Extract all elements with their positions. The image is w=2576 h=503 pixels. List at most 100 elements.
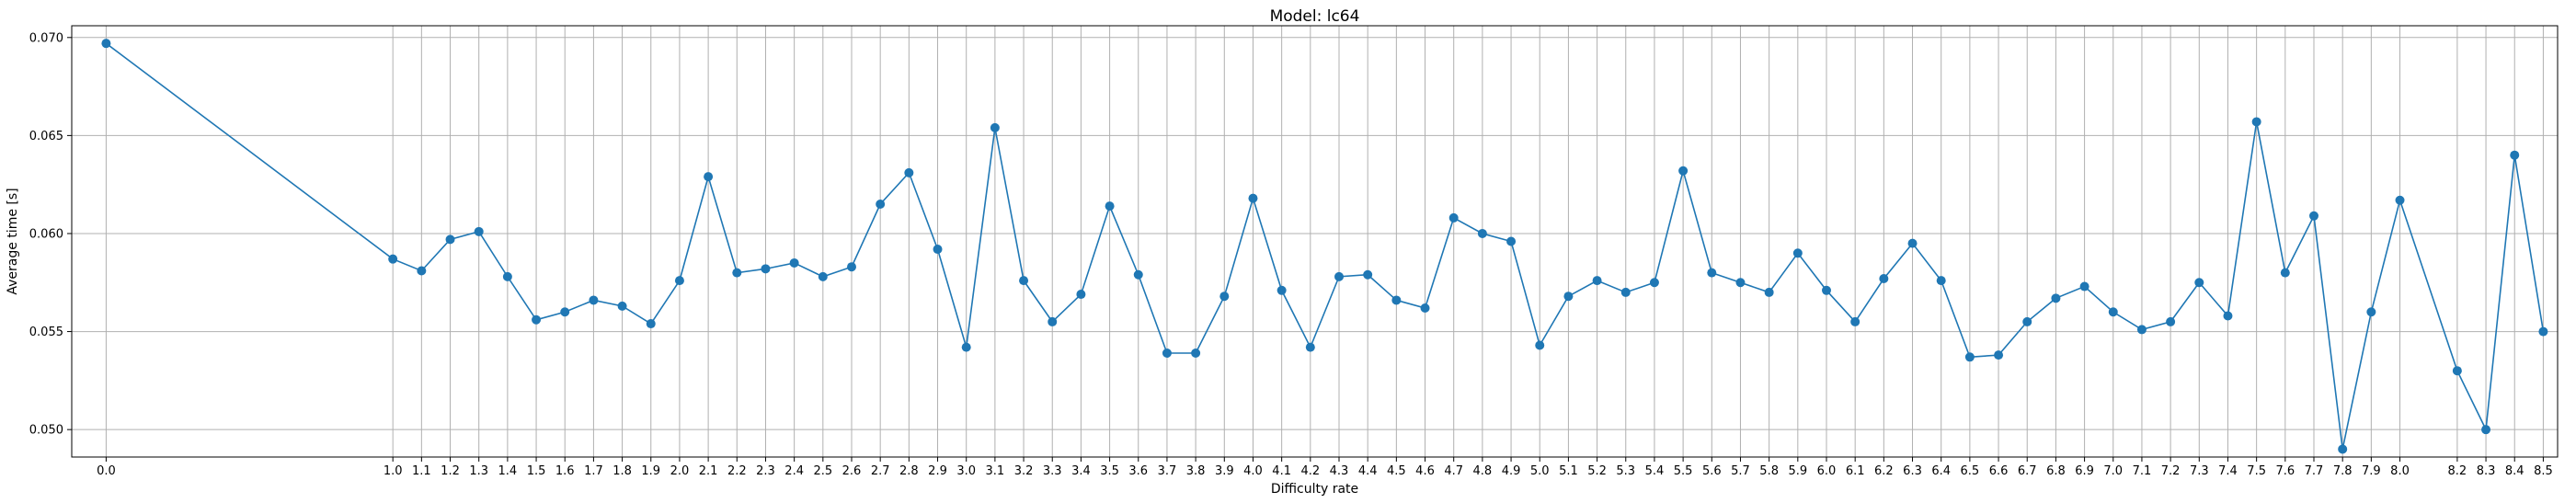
data-point [2510, 150, 2520, 160]
y-tick-label: 0.060 [29, 227, 63, 241]
data-point [2108, 307, 2118, 317]
data-point [388, 254, 398, 264]
x-tick-label: 6.9 [2075, 464, 2094, 478]
x-tick-label: 1.3 [469, 464, 488, 478]
data-point [1305, 342, 1315, 352]
data-point [1535, 340, 1545, 350]
data-point [1477, 228, 1487, 238]
x-tick-label: 5.6 [1702, 464, 1722, 478]
x-tick-label: 2.0 [670, 464, 690, 478]
data-point [2395, 195, 2405, 205]
x-tick-label: 7.2 [2161, 464, 2181, 478]
data-point [101, 39, 111, 49]
series-layer [101, 39, 2548, 454]
x-tick-label: 6.4 [1931, 464, 1951, 478]
data-point [502, 271, 512, 281]
x-tick-label: 8.0 [2390, 464, 2410, 478]
data-point [876, 199, 886, 209]
data-point [1506, 236, 1517, 246]
data-point [2079, 281, 2089, 292]
data-point [1048, 316, 1058, 326]
data-point [2136, 325, 2147, 335]
data-point [1563, 292, 1574, 302]
x-tick-label: 4.2 [1300, 464, 1320, 478]
y-axis: 0.050 0.055 0.060 0.065 0.070 [29, 31, 72, 438]
x-tick-label: 2.4 [784, 464, 804, 478]
x-tick-label: 3.0 [956, 464, 976, 478]
data-point [1162, 349, 1172, 359]
x-tick-label: 6.6 [1989, 464, 2009, 478]
data-point [2251, 117, 2261, 127]
data-point [818, 271, 828, 281]
data-point [2338, 444, 2348, 454]
data-point [674, 276, 684, 286]
chart-title: Model: lc64 [1270, 7, 1360, 26]
data-point [1076, 290, 1086, 300]
data-point [789, 257, 799, 268]
x-tick-label: 3.5 [1100, 464, 1119, 478]
data-point [990, 122, 1000, 132]
data-point [1707, 268, 1717, 278]
x-tick-label: 2.2 [727, 464, 747, 478]
data-point [1936, 276, 1946, 286]
data-point [1850, 316, 1860, 326]
x-tick-label: 3.6 [1128, 464, 1148, 478]
x-tick-label: 5.3 [1616, 464, 1635, 478]
data-point [2166, 316, 2176, 326]
x-tick-label: 2.1 [699, 464, 718, 478]
data-point [1764, 287, 1774, 297]
x-tick-label: 1.5 [527, 464, 546, 478]
x-axis: 0.0 1.0 1.1 1.2 1.3 1.4 1.5 1.6 1.7 1.8 1.9 2.0 2.1 2… [97, 457, 2553, 478]
data-point [2051, 293, 2061, 303]
x-tick-label: 4.5 [1387, 464, 1406, 478]
data-point [417, 266, 427, 276]
data-point [2538, 326, 2548, 337]
x-tick-label: 4.8 [1473, 464, 1493, 478]
data-point [589, 295, 599, 305]
x-tick-label: 6.1 [1846, 464, 1865, 478]
data-point [1879, 274, 1889, 284]
data-point [1592, 276, 1602, 286]
data-point [1822, 285, 1831, 295]
x-tick-label: 3.7 [1158, 464, 1177, 478]
data-point [560, 307, 570, 317]
x-tick-label: 8.2 [2448, 464, 2467, 478]
data-point [1363, 269, 1373, 280]
data-point [1248, 193, 1258, 203]
x-tick-label: 4.1 [1272, 464, 1291, 478]
data-point [617, 301, 627, 311]
x-tick-label: 7.8 [2333, 464, 2353, 478]
data-point [1420, 303, 1430, 313]
data-point [1448, 212, 1459, 223]
x-tick-label: 6.0 [1817, 464, 1837, 478]
data-point [961, 342, 971, 352]
x-tick-label: 3.4 [1071, 464, 1091, 478]
x-tick-label: 5.7 [1731, 464, 1750, 478]
x-tick-label: 7.4 [2218, 464, 2238, 478]
data-point [904, 167, 914, 177]
x-tick-label: 5.1 [1559, 464, 1578, 478]
data-point [1019, 276, 1029, 286]
data-point [1678, 166, 1689, 176]
data-point [1649, 278, 1659, 288]
data-point [2481, 425, 2491, 435]
x-tick-label: 5.0 [1530, 464, 1550, 478]
x-tick-label: 1.7 [584, 464, 603, 478]
x-tick-label: 5.2 [1587, 464, 1607, 478]
x-tick-label: 5.9 [1788, 464, 1807, 478]
x-tick-label: 2.7 [871, 464, 890, 478]
data-point [1735, 278, 1746, 288]
grid-layer [72, 26, 2558, 457]
x-tick-label: 3.1 [986, 464, 1005, 478]
x-tick-label: 5.4 [1645, 464, 1665, 478]
data-point [933, 245, 943, 255]
x-tick-label: 2.8 [899, 464, 919, 478]
data-point [2194, 278, 2204, 288]
data-point [646, 319, 656, 329]
x-tick-label: 1.6 [555, 464, 575, 478]
x-tick-label: 3.9 [1215, 464, 1234, 478]
y-tick-label: 0.050 [29, 424, 63, 438]
data-point [1391, 295, 1402, 305]
